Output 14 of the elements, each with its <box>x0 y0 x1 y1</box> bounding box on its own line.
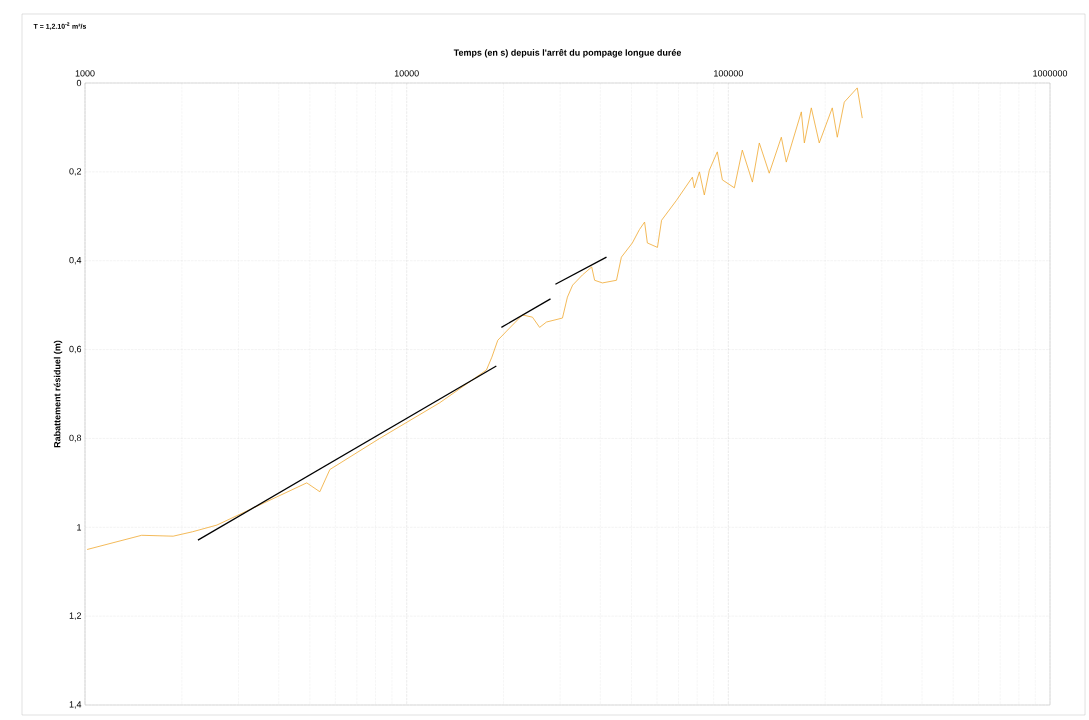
y-tick-label: 1 <box>77 524 82 531</box>
x-tick-label: 1000 <box>75 70 95 77</box>
y-tick-label: 0,8 <box>69 434 82 443</box>
x-tick-label: 1000000 <box>1033 70 1068 77</box>
y-tick-label: 0,4 <box>69 257 82 265</box>
y-tick-label: 1,2 <box>69 612 82 620</box>
y-tick-label: 0,6 <box>69 345 82 354</box>
y-tick-label: 0 <box>76 79 82 87</box>
x-tick-label: 10000 <box>394 70 419 77</box>
y-axis-title: Rabattement résiduel (m) <box>53 340 63 448</box>
x-axis-title: Temps (en s) depuis l'arrêt du pompage longue durée <box>453 48 682 58</box>
y-tick-label: 0,2 <box>69 168 82 176</box>
x-tick-label: 100000 <box>714 70 743 77</box>
y-tick-label: 1,4 <box>69 701 82 709</box>
